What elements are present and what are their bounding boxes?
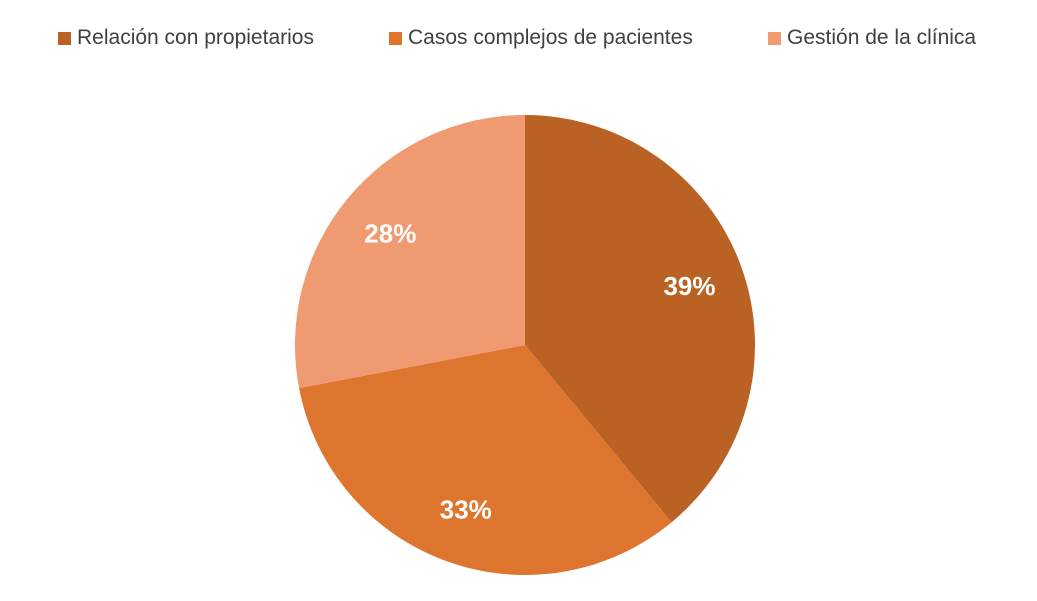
data-label-casos-complejos: 33% [440, 494, 492, 524]
legend-item-casos-complejos: Casos complejos de pacientes [389, 22, 693, 54]
pie-slice-gestion-clinica [295, 115, 525, 389]
legend-label-relacion-propietarios: Relación con propietarios [77, 26, 314, 49]
data-label-relacion-propietarios: 39% [663, 271, 715, 301]
legend-label-gestion-clinica: Gestión de la clínica [787, 26, 977, 49]
pie-slice-casos-complejos [299, 345, 672, 575]
legend-swatch-casos-complejos [389, 31, 402, 45]
legend-swatch-relacion-propietarios [58, 31, 71, 45]
legend-item-relacion-propietarios: Relación con propietarios [58, 22, 314, 54]
legend-label-casos-complejos: Casos complejos de pacientes [408, 26, 693, 49]
legend-swatch-gestion-clinica [768, 31, 781, 45]
legend: Relación con propietarios Casos complejo… [0, 22, 1037, 54]
data-label-gestion-clinica: 28% [364, 219, 416, 249]
pie-slice-relacion-propietarios [525, 115, 755, 523]
legend-item-gestion-clinica: Gestión de la clínica [768, 22, 976, 54]
